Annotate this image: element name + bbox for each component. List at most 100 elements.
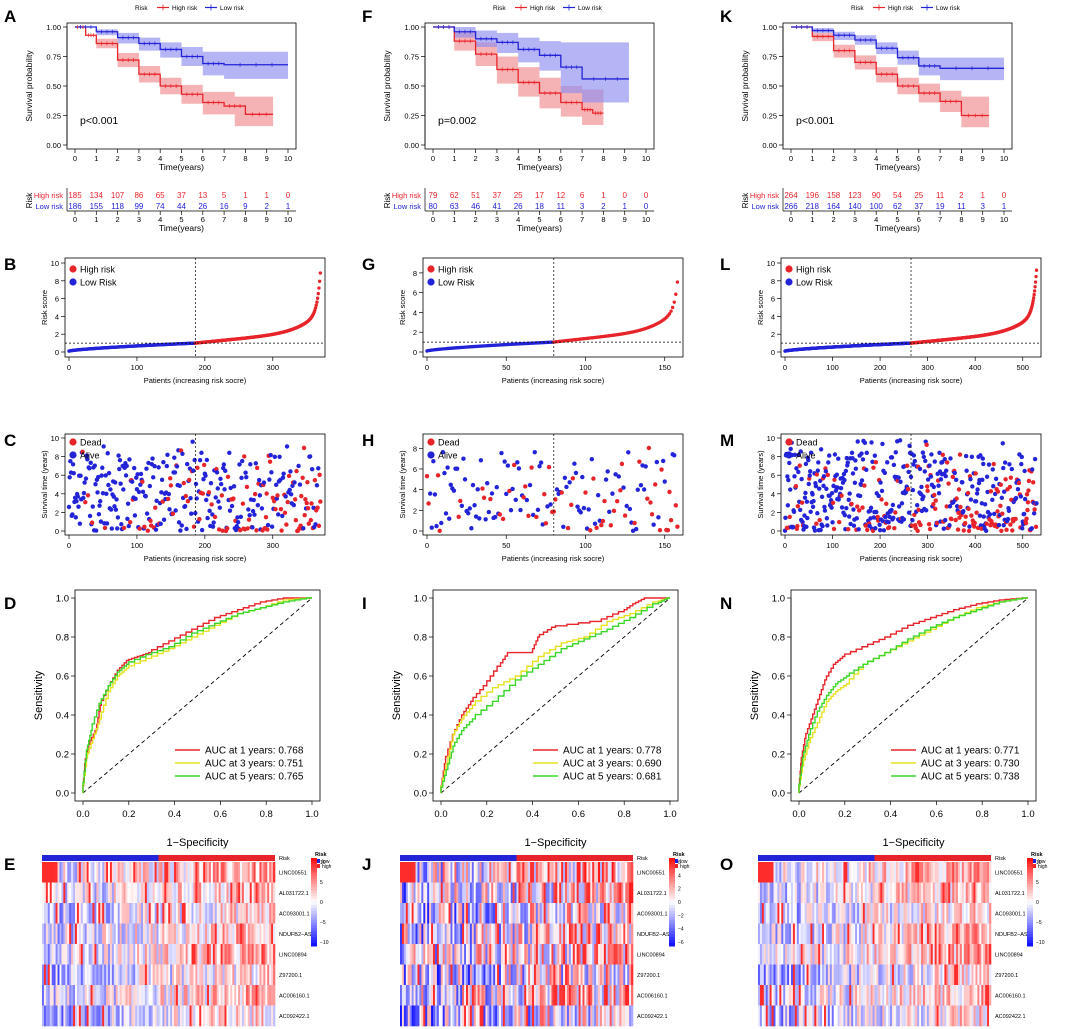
heatmap-cell: [413, 923, 416, 945]
heatmap-cell: [100, 882, 103, 904]
alive-point: [978, 523, 984, 528]
heatmap-cell: [199, 862, 202, 883]
alive-point: [150, 456, 155, 461]
heatmap-cell: [779, 862, 782, 883]
heatmap-cell: [257, 964, 260, 986]
alive-point: [273, 482, 279, 488]
heatmap-cell: [510, 903, 513, 924]
heatmap-cell: [427, 903, 430, 924]
heatmap-cell: [559, 985, 562, 1006]
heatmap-cell: [71, 903, 74, 924]
heatmap-cell: [456, 1005, 459, 1027]
alive-point: [844, 455, 850, 461]
heatmap-cell: [506, 862, 510, 883]
heatmap-cell: [45, 944, 49, 965]
heatmap-cell: [273, 923, 276, 945]
risk-annotation-label: Risk: [279, 856, 290, 862]
heatmap-cell: [265, 923, 268, 945]
panel-letter: J: [362, 855, 371, 874]
alive-point: [259, 506, 265, 511]
heatmap-cell: [222, 862, 225, 883]
heatmap-cell: [55, 923, 58, 945]
dead-point: [797, 463, 802, 468]
heatmap-cell: [586, 985, 589, 1006]
alive-point: [969, 454, 975, 460]
heatmap-cell: [251, 882, 254, 904]
alive-point: [193, 481, 199, 487]
heatmap-cell: [47, 862, 51, 883]
alive-point: [785, 474, 790, 479]
heatmap-cell: [108, 944, 111, 965]
dead-point: [437, 528, 442, 534]
heatmap-cell: [210, 944, 214, 965]
heatmap-cell: [880, 862, 883, 883]
alive-point: [101, 444, 106, 449]
heatmap-cell: [224, 923, 227, 945]
dead-point: [145, 528, 150, 533]
heatmap-cell: [139, 985, 142, 1006]
heatmap-cell: [160, 862, 163, 883]
heatmap-cell: [53, 923, 56, 945]
x-tick-label: 1.0: [1021, 809, 1034, 820]
dead-point: [946, 481, 951, 486]
alive-point: [158, 521, 163, 526]
alive-point: [662, 479, 667, 484]
alive-point: [96, 511, 102, 517]
heatmap-cell: [446, 882, 449, 904]
alive-point: [808, 509, 813, 514]
alive-point: [184, 461, 190, 467]
scale-segment: [669, 925, 675, 929]
heatmap-cell: [491, 923, 494, 945]
scale-segment: [311, 896, 317, 900]
heatmap-cell: [566, 1005, 570, 1027]
alive-point: [485, 481, 490, 486]
alive-point: [267, 477, 272, 482]
dead-point: [933, 498, 938, 503]
heatmap-cell: [142, 862, 146, 883]
heatmap-cell: [456, 964, 459, 986]
x-tick-label: 0.6: [214, 809, 227, 820]
heatmap-cell: [551, 882, 554, 904]
dead-point: [511, 462, 517, 468]
legend-label-dead: Dead: [438, 438, 460, 448]
alive-point: [281, 471, 286, 476]
heatmap-cell: [71, 1005, 74, 1027]
heatmap-cell: [127, 944, 130, 965]
heatmap-cell: [224, 944, 227, 965]
heatmap-cell: [94, 944, 97, 965]
heatmap-cell: [71, 882, 74, 904]
heatmap-cell: [119, 944, 122, 965]
heatmap-cell: [49, 882, 53, 904]
alive-point: [470, 482, 476, 488]
alive-point: [269, 524, 275, 529]
heatmap-cell: [146, 964, 150, 986]
heatmap-cell: [530, 882, 533, 904]
y-axis-label: Survival probability: [24, 50, 34, 122]
heatmap-cell: [796, 862, 800, 883]
x-tick-label: 150: [658, 363, 671, 372]
heatmap-cell: [224, 903, 227, 924]
alive-point: [941, 526, 947, 531]
heatmap-cell: [401, 862, 405, 883]
heatmap-cell: [565, 923, 568, 945]
heatmap-cell: [67, 944, 70, 965]
heatmap-cell: [90, 944, 93, 965]
heatmap-cell: [146, 862, 150, 883]
heatmap-cell: [267, 862, 270, 883]
alive-point: [822, 504, 827, 510]
heatmap-cell: [144, 862, 148, 883]
heatmap-cell: [518, 944, 521, 965]
heatmap-cell: [403, 903, 407, 924]
at-risk-high: 11: [936, 191, 945, 200]
heatmap-cell: [417, 985, 420, 1006]
high-risk-point: [1033, 285, 1037, 289]
heatmap-cell: [152, 985, 155, 1006]
heatmap-cell: [810, 862, 813, 883]
heatmap-cell: [421, 862, 424, 883]
heatmap-cell: [473, 964, 477, 986]
dead-point: [543, 521, 549, 526]
heatmap-cell: [407, 862, 411, 883]
legend-label-alive: Alive: [438, 451, 458, 461]
heatmap-cell: [551, 964, 554, 986]
